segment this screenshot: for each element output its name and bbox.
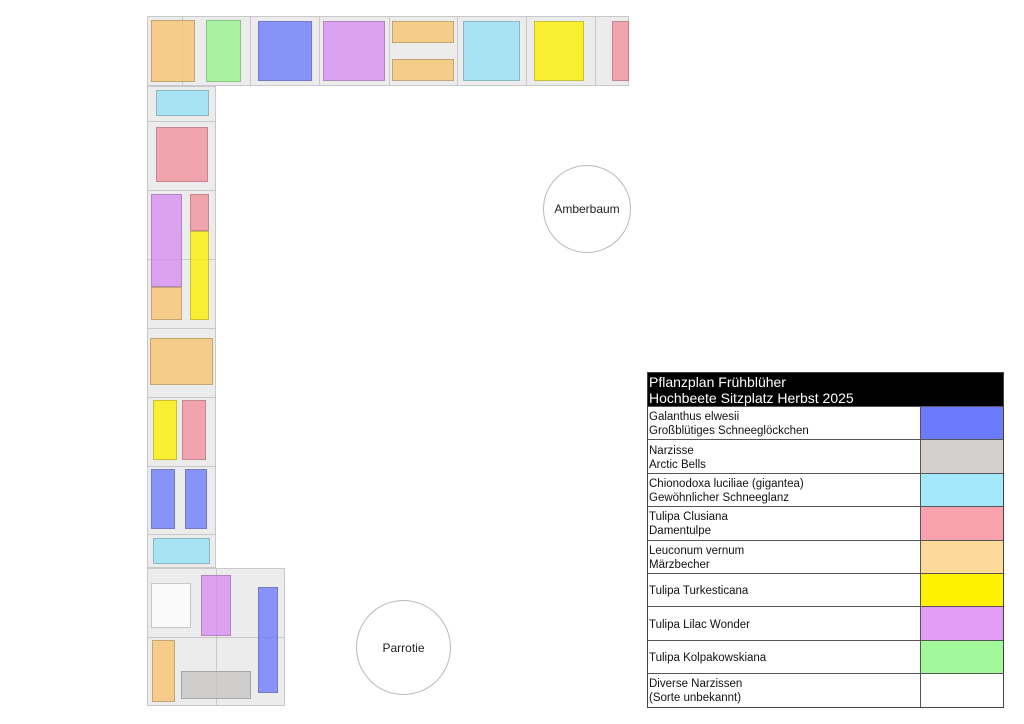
- legend-label-line: Narzisse: [649, 444, 694, 457]
- legend-label: Tulipa Lilac Wonder: [648, 607, 920, 639]
- plant-diverse-narzissen: [151, 583, 191, 628]
- plant-galanthus: [185, 469, 207, 529]
- bed-divider: [526, 17, 527, 85]
- bed-divider: [148, 190, 215, 191]
- plant-lilac-wonder: [201, 575, 231, 636]
- legend-label: Leuconum vernum Märzbecher: [648, 541, 920, 573]
- plant-leuconum: [392, 21, 454, 43]
- legend-label-line: Galanthus elwesii: [649, 411, 740, 424]
- legend-swatch: [920, 540, 1003, 573]
- legend-swatch: [920, 674, 1003, 707]
- tree-label: Amberbaum: [554, 202, 620, 216]
- legend-rows: Galanthus elwesii Großblütiges Schneeglöc…: [648, 406, 1003, 707]
- plant-turkesticana: [190, 231, 209, 320]
- legend-row: Diverse Narzissen (Sorte unbekannt): [648, 673, 1003, 707]
- bed-divider: [389, 17, 390, 85]
- legend-title-line: Pflanzplan Frühblüher: [649, 374, 786, 390]
- legend-swatch: [920, 440, 1003, 473]
- plant-chionodoxa: [463, 21, 520, 81]
- plant-narzisse-arctic-bells: [181, 671, 251, 699]
- plant-leuconum: [392, 59, 454, 81]
- legend-row: Tulipa Clusiana Damentulpe: [648, 506, 1003, 540]
- legend-row: Galanthus elwesii Großblütiges Schneeglöc…: [648, 406, 1003, 440]
- legend-label-line: Großblütiges Schneeglöckchen: [649, 425, 809, 438]
- legend-label-line: Gewöhnlicher Schneeglanz: [649, 491, 790, 504]
- plant-lilac-wonder: [151, 194, 182, 287]
- legend-row: Tulipa Turkesticana: [648, 572, 1003, 607]
- legend-label-line: Tulipa Lilac Wonder: [649, 618, 750, 631]
- legend-row: Leuconum vernum Märzbecher: [648, 539, 1003, 573]
- bed-divider: [319, 17, 320, 85]
- legend-label: Tulipa Clusiana Damentulpe: [648, 507, 920, 539]
- bed-divider: [148, 397, 215, 398]
- bed-divider: [250, 17, 251, 85]
- plant-leuconum: [152, 640, 175, 702]
- legend-label: Galanthus elwesii Großblütiges Schneeglöc…: [648, 407, 920, 439]
- plant-clusiana: [190, 194, 209, 231]
- legend-label: Narzisse Arctic Bells: [648, 440, 920, 472]
- plant-clusiana: [156, 127, 208, 182]
- legend-label-line: Diverse Narzissen: [649, 678, 743, 691]
- legend-row: Chionodoxa luciliae (gigantea) Gewöhnlich…: [648, 472, 1003, 507]
- bed-divider: [148, 637, 284, 638]
- plant-leuconum: [151, 20, 195, 82]
- legend-swatch: [920, 507, 1003, 540]
- legend-table: Pflanzplan Frühblüher Hochbeete Sitzplat…: [647, 372, 1004, 708]
- plant-leuconum: [150, 338, 213, 385]
- legend-label-line: Leuconum vernum: [649, 544, 745, 557]
- bed-divider: [148, 328, 215, 329]
- bed-divider: [148, 534, 215, 535]
- legend-title: Pflanzplan Frühblüher Hochbeete Sitzplat…: [648, 373, 1003, 406]
- legend-label-line: (Sorte unbekannt): [649, 692, 742, 705]
- legend-label-line: Tulipa Clusiana: [649, 511, 728, 524]
- plant-galanthus: [151, 469, 175, 529]
- legend-swatch: [920, 473, 1003, 507]
- bed-divider: [595, 17, 596, 85]
- bed-divider: [148, 121, 215, 122]
- plant-clusiana: [182, 400, 206, 460]
- plant-turkesticana: [534, 21, 584, 81]
- legend-swatch: [920, 607, 1003, 640]
- plant-chionodoxa: [153, 538, 210, 564]
- legend-label-line: Tulipa Turkesticana: [649, 585, 749, 598]
- legend-label-line: Arctic Bells: [649, 458, 706, 471]
- plant-turkesticana: [153, 400, 177, 460]
- legend-label-line: Chionodoxa luciliae (gigantea): [649, 477, 804, 490]
- tree-label: Parrotie: [382, 640, 425, 655]
- legend-swatch: [920, 573, 1003, 607]
- plant-galanthus: [258, 587, 278, 693]
- legend-swatch: [920, 640, 1003, 674]
- legend-label: Tulipa Kolpakowskiana: [648, 641, 920, 673]
- legend-swatch: [920, 407, 1003, 440]
- tree-parrotie: Parrotie: [356, 600, 451, 695]
- legend-label-line: Damentulpe: [649, 525, 712, 538]
- tree-amberbaum: Amberbaum: [543, 165, 631, 253]
- legend-label-line: Tulipa Kolpakowskiana: [649, 651, 767, 664]
- legend-label: Tulipa Turkesticana: [648, 574, 920, 606]
- legend-label: Diverse Narzissen (Sorte unbekannt): [648, 674, 920, 706]
- plant-leuconum: [151, 287, 182, 320]
- plant-galanthus: [258, 21, 312, 81]
- legend-label-line: Märzbecher: [649, 558, 710, 571]
- legend-label: Chionodoxa luciliae (gigantea) Gewöhnlich…: [648, 474, 920, 506]
- plant-chionodoxa: [156, 90, 209, 116]
- legend-row: Tulipa Lilac Wonder: [648, 606, 1003, 640]
- plant-kolpakowskiana: [206, 20, 241, 82]
- legend-row: Narzisse Arctic Bells: [648, 439, 1003, 473]
- legend-row: Tulipa Kolpakowskiana: [648, 639, 1003, 674]
- plant-clusiana: [612, 21, 629, 81]
- bed-divider: [457, 17, 458, 85]
- legend-title-line: Hochbeete Sitzplatz Herbst 2025: [649, 390, 854, 406]
- bed-divider: [148, 466, 215, 467]
- plant-lilac-wonder: [323, 21, 385, 81]
